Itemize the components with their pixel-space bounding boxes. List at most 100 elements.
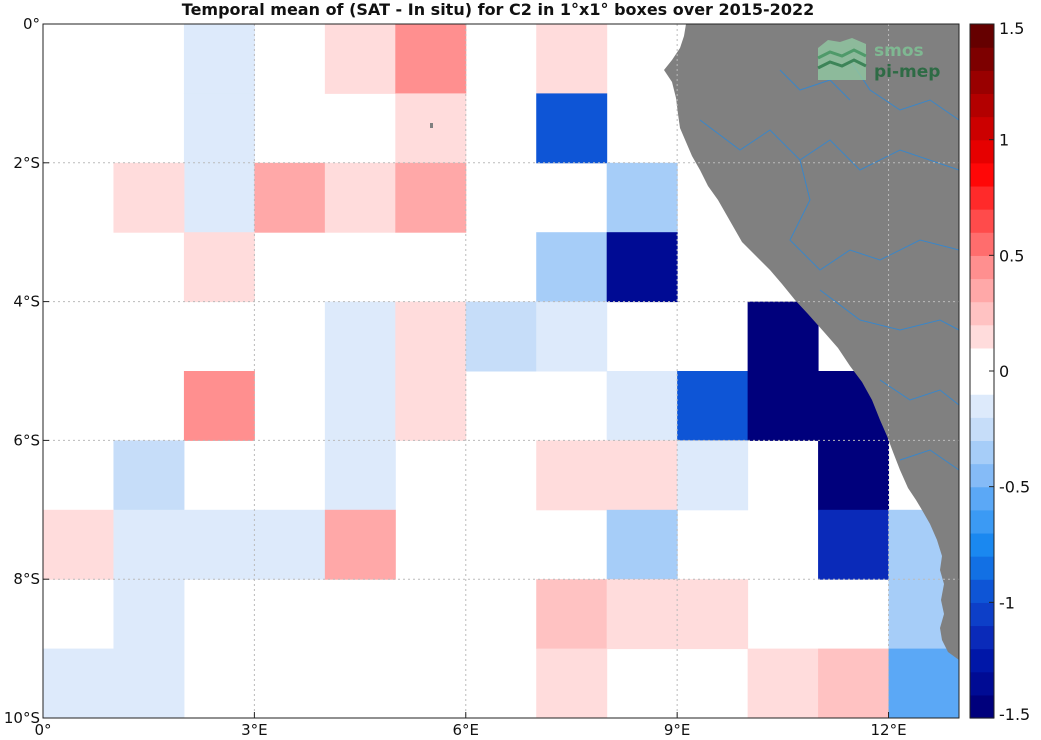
colorbar-segment [970, 694, 994, 719]
heatmap-cell [606, 509, 678, 580]
heatmap-cell [113, 509, 185, 580]
heatmap-cell [606, 579, 678, 650]
plot-frame [42, 23, 960, 719]
colorbar-segment [970, 278, 994, 303]
colorbar-segment [970, 347, 994, 372]
colorbar-segment [970, 139, 994, 164]
y-axis-ticks: 0° 2°S 4°S 6°S 8°S 10°S [4, 15, 49, 727]
y-tick-label: 8°S [13, 570, 40, 588]
colorbar-segment [970, 556, 994, 580]
colorbar-segment [970, 648, 994, 673]
colorbar-segment [970, 579, 994, 603]
heatmap-cell [536, 232, 608, 303]
colorbar-tick-label: -0.5 [999, 478, 1030, 497]
heatmap-cell [818, 440, 890, 511]
heatmap-cell [395, 301, 467, 372]
heatmap-cell [536, 648, 608, 719]
y-tick-label: 0° [23, 15, 40, 33]
colorbar-segment [970, 232, 994, 256]
y-tick-label: 4°S [13, 293, 40, 311]
heatmap-cell [254, 509, 326, 580]
heatmap-cell [395, 24, 467, 94]
heatmap-cell [183, 162, 255, 233]
colorbar-segment [970, 463, 994, 488]
colorbar-segment [970, 440, 994, 465]
heatmap-cell [254, 162, 326, 233]
chart-title: Temporal mean of (SAT - In situ) for C2 … [182, 0, 814, 19]
x-tick-label: 3°E [241, 721, 268, 739]
colorbar-tick-label: 0.5 [999, 246, 1024, 265]
heatmap-cell [747, 371, 819, 441]
africa-land [664, 24, 959, 660]
heatmap-cell [183, 24, 255, 94]
heatmap-cell [183, 232, 255, 303]
river-2 [789, 159, 960, 271]
heatmap-cell [183, 371, 255, 441]
colorbar-segment [970, 185, 994, 210]
smos-pimep-logo: smos pi-mep [817, 38, 940, 82]
heatmap-cell [606, 232, 678, 303]
colorbar-segment [970, 509, 994, 534]
heatmap-cell [677, 371, 749, 441]
colorbar-segment [970, 324, 994, 349]
colorbar-ticks: 1.5 1 0.5 0 -0.5 -1 -1.5 [989, 19, 1030, 724]
x-tick-label: 6°E [453, 721, 480, 739]
island-1 [430, 123, 433, 128]
heatmap-cell [465, 301, 537, 372]
colorbar-segment [970, 671, 994, 696]
heatmap-cell [747, 301, 819, 372]
x-tick-label: 9°E [664, 721, 691, 739]
heatmap-cell [606, 440, 678, 511]
heatmap-cell [324, 371, 396, 441]
colorbar-tick-label: 1 [999, 131, 1009, 150]
x-tick-label: 0° [34, 721, 51, 739]
heatmap-cell [395, 93, 467, 164]
river-5 [819, 289, 960, 331]
heatmap-cell [113, 162, 185, 233]
heatmap-cell [324, 24, 396, 94]
colorbar-segment [970, 70, 994, 94]
land-layer [430, 24, 959, 660]
heatmap-cell [43, 648, 114, 719]
colorbar-segment [970, 371, 994, 395]
river-1 [699, 119, 960, 171]
colorbar-segment [970, 255, 994, 280]
colorbar-segment [970, 116, 994, 141]
heatmap-cell [324, 162, 396, 233]
heatmap-cell [324, 440, 396, 511]
heatmap-cell [888, 648, 960, 719]
heatmap-cell [43, 509, 114, 580]
heatmap-cell [183, 93, 255, 164]
heatmap-cell [183, 509, 255, 580]
colorbar-segment [970, 417, 994, 441]
logo-line1: smos [874, 41, 924, 61]
colorbar-tick-label: 0 [999, 362, 1009, 381]
colorbar-segment [970, 24, 994, 48]
river-7 [899, 449, 960, 471]
colorbar-segment [970, 486, 994, 511]
heatmap-cell [818, 648, 890, 719]
plot-area [42, 23, 960, 719]
heatmap-cell [536, 24, 608, 94]
heatmap-cell [395, 162, 467, 233]
colorbar-segments [970, 24, 994, 719]
rivers [699, 59, 960, 471]
heatmap-cell [606, 371, 678, 441]
smos-waves-logo-icon [817, 38, 867, 80]
heatmap-cells [43, 24, 960, 719]
heatmap-cell [536, 440, 608, 511]
x-tick-label: 12°E [870, 721, 906, 739]
heatmap-cell [113, 648, 185, 719]
y-tick-label: 6°S [13, 431, 40, 449]
heatmap-cell [606, 162, 678, 233]
heatmap-cell [536, 579, 608, 650]
colorbar-segment [970, 394, 994, 418]
heatmap-cell [818, 509, 890, 580]
colorbar-segment [970, 532, 994, 557]
colorbar-tick-label: 1.5 [999, 19, 1024, 38]
colorbar: 1.5 1 0.5 0 -0.5 -1 -1.5 [969, 19, 1030, 724]
colorbar-segment [970, 93, 994, 118]
colorbar-segment [970, 602, 994, 627]
heatmap-cell [536, 301, 608, 372]
colorbar-tick-label: -1.5 [999, 705, 1030, 724]
